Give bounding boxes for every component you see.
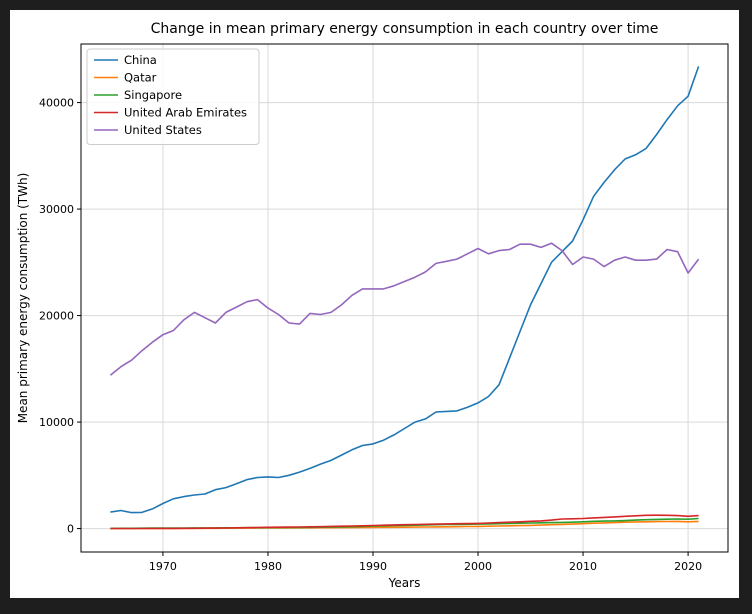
legend-label: United States — [124, 123, 202, 137]
legend-label: Singapore — [124, 88, 182, 102]
y-tick-label: 10000 — [39, 416, 74, 429]
series-line-united-states — [109, 242, 700, 376]
legend-label: China — [124, 53, 157, 67]
x-tick-label: 2020 — [674, 560, 702, 573]
axes-frame — [80, 43, 729, 553]
legend-label: Qatar — [124, 71, 157, 85]
x-tick-label: 1970 — [149, 560, 177, 573]
figure: Change in mean primary energy consumptio… — [10, 10, 739, 598]
legend-label: United Arab Emirates — [124, 106, 247, 120]
chart-title: Change in mean primary energy consumptio… — [151, 21, 659, 37]
x-tick-label: 2010 — [569, 560, 597, 573]
y-tick-label: 40000 — [39, 97, 74, 110]
x-tick-label: 2000 — [464, 560, 492, 573]
series-line-united-arab-emirates — [110, 514, 699, 530]
legend: China Qatar Singapore United Arab Emirates U… — [86, 48, 260, 145]
series-lines — [109, 66, 700, 530]
y-tick-label: 20000 — [39, 310, 74, 323]
y-tick-label: 0 — [67, 523, 74, 536]
series-line-china — [110, 66, 700, 514]
line-chart: Change in mean primary energy consumptio… — [16, 21, 729, 590]
axis-ticks: 1970 1980 1990 2000 2010 2020 0 10000 20000 30000… — [39, 97, 702, 573]
y-axis-label: Mean primary energy consumption (TWh) — [16, 173, 30, 424]
y-tick-label: 30000 — [39, 203, 74, 216]
x-tick-label: 1990 — [359, 560, 387, 573]
x-tick-label: 1980 — [254, 560, 282, 573]
x-axis-label: Years — [388, 576, 421, 590]
legend-box — [86, 48, 260, 145]
